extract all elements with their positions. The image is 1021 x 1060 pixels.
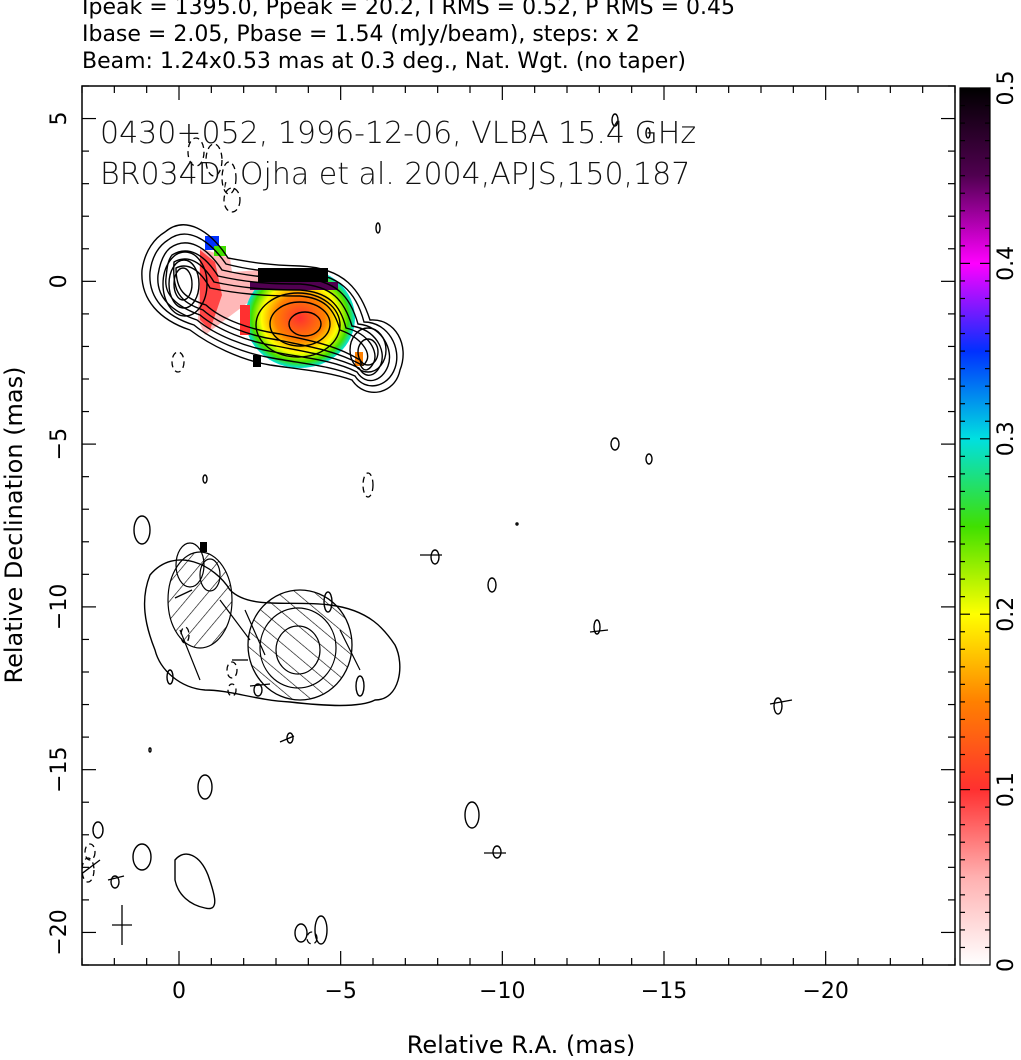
colorbar-ticks <box>960 87 990 966</box>
x-tick-label: −5 <box>324 979 356 1004</box>
intensity-contours <box>92 113 783 945</box>
colorbar-tick-label: 0.3 <box>994 421 1019 456</box>
y-tick-label: 5 <box>47 112 72 126</box>
header-line-2: Ibase = 2.05, Pbase = 1.54 (mJy/beam), s… <box>82 22 640 47</box>
colorbar-tick-label: 0 <box>994 958 1019 972</box>
header-line-1: Ipeak = 1395.0, Ppeak = 20.2, I RMS = 0.… <box>82 0 735 20</box>
colorbar-tick-label: 0.5 <box>994 71 1019 106</box>
y-tick-label: −10 <box>47 584 72 630</box>
axis-tick-labels: 0 −5 −10 −15 −20 5 0 −5 −10 −15 −20 <box>47 112 849 1004</box>
colorbar-tick-label: 0.2 <box>994 597 1019 632</box>
x-tick-label: 0 <box>172 979 186 1004</box>
colorbar-tick-label: 0.1 <box>994 772 1019 807</box>
colorbar-tick-label: 0.4 <box>994 246 1019 281</box>
y-tick-label: −5 <box>47 428 72 460</box>
y-tick-label: −15 <box>47 746 72 792</box>
colorbar-tick-labels: 0 0.1 0.2 0.3 0.4 0.5 <box>994 71 1019 973</box>
y-tick-label: 0 <box>47 274 72 288</box>
source-annotation: 0430+052, 1996-12-06, VLBA 15.4 GHz <box>100 116 696 151</box>
plot-frame <box>81 85 956 966</box>
x-tick-label: −20 <box>802 979 848 1004</box>
x-axis-label: Relative R.A. (mas) <box>407 1031 635 1059</box>
axis-ticks <box>81 85 956 966</box>
y-axis-label: Relative Declination (mas) <box>0 366 28 683</box>
reference-annotation: BR034D, Ojha et al. 2004,APJS,150,187 <box>100 157 690 192</box>
y-tick-label: −20 <box>47 909 72 955</box>
header-line-3: Beam: 1.24x0.53 mas at 0.3 deg., Nat. Wg… <box>82 49 686 74</box>
x-tick-label: −10 <box>479 979 525 1004</box>
polarization-contour-panel <box>143 542 401 707</box>
x-tick-label: −15 <box>641 979 687 1004</box>
map-content <box>82 113 793 945</box>
negative-contours <box>82 137 374 945</box>
polarization-vectors <box>82 554 793 945</box>
